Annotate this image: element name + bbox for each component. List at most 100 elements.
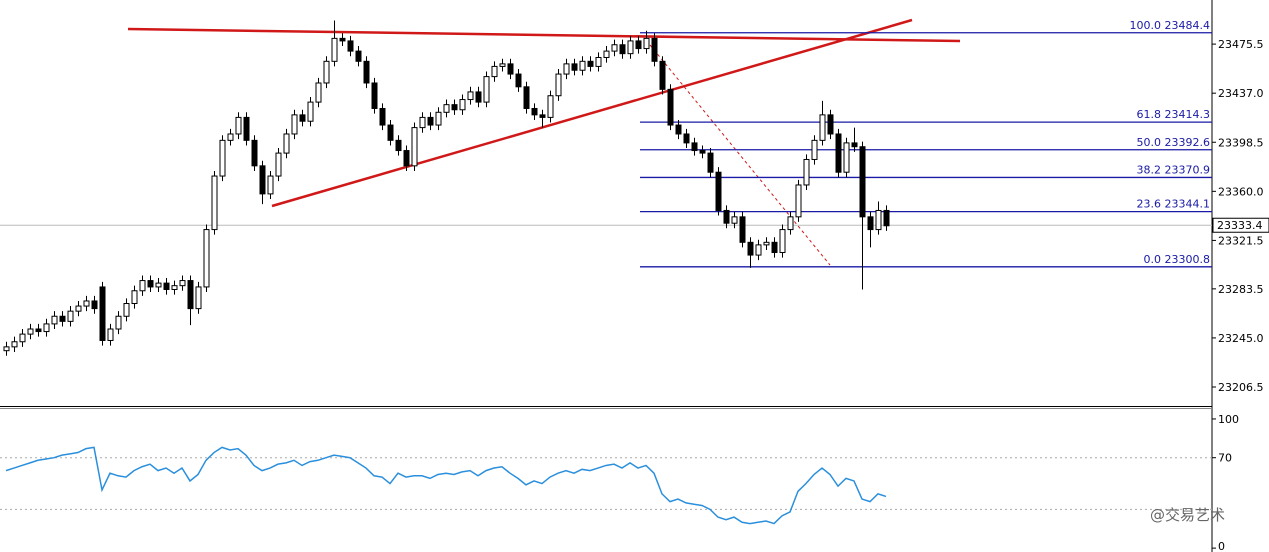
candle-body [235,116,242,135]
candle-body [603,50,610,58]
candle-body [443,104,450,113]
candle-body [419,116,426,129]
candle-body [619,44,626,55]
candle-body [579,60,586,71]
candle-body [275,152,282,177]
candle-body [211,175,218,231]
candle-body [507,63,514,75]
candle-body [555,73,562,97]
candle-body [307,101,314,122]
candle-body [67,310,74,322]
candle-body [163,282,170,290]
candle-body [499,63,506,67]
candle-body [259,165,266,195]
fib-label: 100.0 23484.4 [1130,19,1210,32]
fib-anchor-line [649,44,831,266]
candle-body [683,133,690,144]
candle-body [691,142,698,152]
candle-body [635,40,642,50]
candle-body [59,315,66,322]
candle-body [355,50,362,62]
fib-label: 38.2 23370.9 [1137,163,1210,176]
candle-body [667,88,674,126]
candle-body [387,124,394,141]
watermark: @交易艺术 [1150,506,1225,524]
candle-body [531,107,538,116]
candle-body [643,37,650,50]
y-tick-label: 23283.5 [1218,283,1264,296]
candle-body [779,229,786,254]
fib-label: 23.6 23344.1 [1137,198,1210,211]
candle-body [843,142,850,173]
candle-body [835,133,842,173]
candle-body [467,91,474,101]
candle-body [731,216,738,224]
candle-body [91,300,98,310]
candle-body [43,323,50,333]
candle-body [179,280,186,287]
candle-body [539,114,546,118]
candle-body [747,241,754,256]
candle-body [315,82,322,103]
candle-body [227,133,234,141]
candle-body [363,60,370,84]
fib-label: 61.8 23414.3 [1137,108,1210,121]
candle-body [827,114,834,135]
candle-body [291,114,298,135]
candle-body [755,244,762,256]
candle-body [267,175,274,195]
rsi-tick-label: 100 [1218,413,1239,426]
candle-body [819,114,826,141]
candle-body [595,56,602,67]
candle-body [395,139,402,152]
candle-body [243,116,250,141]
y-tick-label: 23360.0 [1218,185,1264,198]
candle-body [867,216,874,231]
candle-body [523,86,530,109]
candle-body [139,280,146,292]
y-tick-label: 23206.5 [1218,381,1264,394]
candle-body [803,158,810,186]
candle-body [707,152,714,173]
candle-body [875,209,882,231]
candle-body [435,111,442,126]
candle-body [451,104,458,111]
y-tick-label: 23475.5 [1218,38,1264,51]
y-tick-label: 23245.0 [1218,332,1264,345]
candle-body [283,133,290,154]
candle-body [483,76,490,103]
candle-body [195,286,202,310]
candle-body [547,95,554,118]
candle-body [611,44,618,52]
candle-body [587,60,594,67]
candle-body [427,116,434,126]
rsi-tick-label: 70 [1218,452,1232,465]
candle-body [35,328,42,333]
candle-body [131,290,138,305]
candle-body [123,303,130,317]
candle-body [883,209,890,227]
candle-body [187,280,194,310]
candle-body [811,139,818,160]
candle-body [403,150,410,167]
candle-body [251,139,258,167]
candle-body [787,216,794,231]
candle-body [99,286,106,341]
candle-body [699,150,706,154]
candle-body [459,99,466,111]
candle-body [75,305,82,312]
candle-body [723,209,730,224]
candle-body [491,65,498,78]
rsi-line [5,446,887,525]
candle-body [83,300,90,307]
candle-body [331,37,338,62]
candle-body [651,37,658,62]
rsi-tick-label: 0 [1218,540,1225,552]
candle-body [371,82,378,109]
current-price-box [1212,217,1269,233]
trendline [271,18,913,208]
candle-body [379,107,386,126]
y-tick-label: 23321.5 [1218,234,1264,247]
